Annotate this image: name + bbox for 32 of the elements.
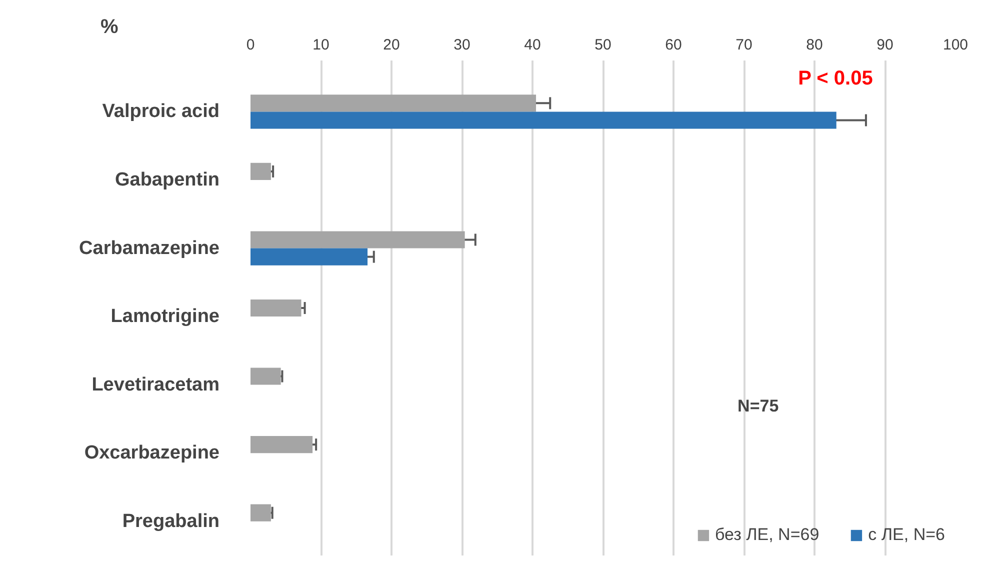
y-tick-label: Pregabalin [122,510,220,532]
x-tick-label: 90 [876,36,894,54]
y-tick-label: Gabapentin [114,169,220,190]
annotation: N=75 [738,396,779,416]
bar [250,231,465,248]
y-tick-label: Valproic acid [102,101,220,122]
x-tick-label: 30 [454,36,470,54]
x-tick-label: 60 [665,36,682,54]
bar [250,436,313,454]
bar [250,368,281,385]
x-tick-label: 20 [383,36,400,54]
y-tick-label: Lamotrigine [110,306,220,328]
annotation: P < 0.05 [798,68,873,90]
legend-label: с ЛЕ, N=6 [868,525,945,545]
x-tick-label: 100 [942,36,968,54]
y-tick-label: Carbamazepine [79,238,220,259]
x-tick-label: 70 [736,36,752,54]
bar [250,504,271,522]
x-tick-label: 50 [594,36,612,54]
x-tick-label: 40 [524,36,541,54]
x-tick-label: 80 [806,36,823,54]
bar [250,299,302,317]
y-tick-label: Oxcarbazepine [84,442,220,464]
legend-label: без ЛЕ, N=69 [714,525,820,545]
x-tick-label: 0 [246,36,255,54]
y-tick-label: Levetiracetam [92,374,220,396]
bar [250,94,536,112]
bar [250,162,271,180]
bar [250,248,368,266]
x-tick-label: 10 [312,36,330,54]
x-axis-title: % [100,16,118,38]
bar [250,112,836,129]
